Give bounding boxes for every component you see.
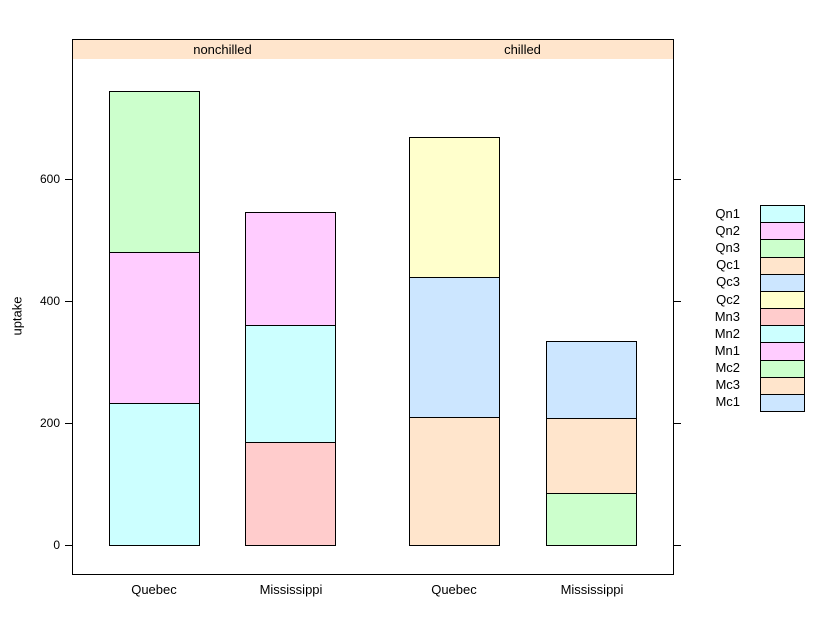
x-category-label: Quebec [431,582,477,597]
y-tick-right [674,545,681,546]
legend-swatch-Mn1 [761,342,804,360]
bar-segment-Mc2 [547,492,636,546]
y-tick-label: 200 [39,416,60,430]
bar-segment-Mc1 [547,342,636,419]
bar-segment-Qc1 [410,416,499,545]
y-tick-label: 0 [53,538,60,552]
legend-swatch-Mn2 [761,325,804,343]
legend-label-Qn1: Qn1 [715,206,740,221]
bar-segment-Qc2 [410,138,499,278]
x-category-label: Mississippi [259,582,323,597]
legend-swatch-Qc2 [761,290,804,309]
legend-label-Qc2: Qc2 [716,291,740,307]
bar-segment-Qn3 [110,92,199,253]
y-tick-label: 600 [39,172,60,186]
bar-segment-Qn2 [110,252,199,403]
legend-swatch-Mc1 [761,393,804,412]
bar-quebec-chilled [409,137,500,546]
legend-label-Mn2: Mn2 [714,325,740,341]
legend-label-Mn3: Mn3 [714,308,740,324]
bar-segment-Mc3 [547,418,636,493]
legend-label-Mc3: Mc3 [715,377,740,392]
y-tick-left [65,423,72,424]
y-tick-right [674,179,681,180]
legend-label-Qc1: Qc1 [716,257,740,273]
legend-swatch-Qn3 [761,239,804,257]
y-tick-left [65,301,72,302]
panel-strip-label: nonchilled [193,42,252,57]
legend-swatch-column [760,205,805,412]
legend-swatch-Qn1 [761,206,804,223]
y-tick-left [65,545,72,546]
legend-label-Mn1: Mn1 [714,342,740,358]
y-tick-label: 400 [39,294,60,308]
legend-label-Mc2: Mc2 [715,359,740,375]
legend-label-Qc3: Qc3 [716,274,740,290]
bar-segment-Mn1 [246,213,335,325]
bar-mississippi-nonchilled [245,212,336,546]
legend-swatch-Mn3 [761,308,804,326]
legend-swatch-Qc1 [761,256,804,274]
legend-swatch-Mc3 [761,376,804,394]
bar-quebec-nonchilled [109,91,200,546]
legend-label-Qn3: Qn3 [715,240,740,256]
bar-segment-Mn3 [246,441,335,545]
bar-segment-Qn1 [110,402,199,545]
y-tick-right [674,301,681,302]
legend-label-Qn2: Qn2 [715,223,740,239]
x-category-label: Mississippi [560,582,624,597]
y-tick-right [674,423,681,424]
legend-swatch-Mc2 [761,359,804,377]
bar-segment-Mn2 [246,324,335,442]
legend-swatch-Qn2 [761,222,804,240]
y-tick-left [65,179,72,180]
x-category-label: Quebec [131,582,177,597]
panel-strip-label: chilled [504,42,541,57]
legend-label-Mc1: Mc1 [715,394,740,410]
bar-mississippi-chilled [546,341,637,546]
panel-strip-nonchilled: nonchilled [72,39,373,60]
bar-segment-Qc3 [410,277,499,417]
legend-swatch-Qc3 [761,273,804,291]
panel-strip-chilled: chilled [372,39,674,60]
